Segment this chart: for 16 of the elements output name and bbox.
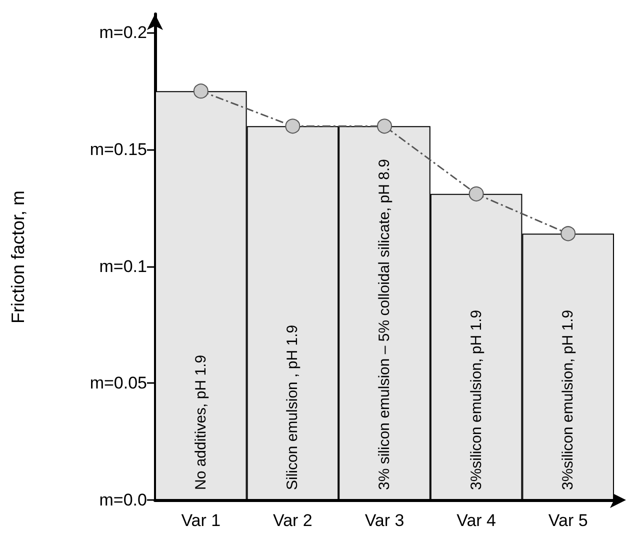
x-tick-label: Var 1 (181, 511, 221, 530)
annotation: 3%silicon emulsion, pH 1.9 (560, 310, 577, 490)
y-axis-title: Friction factor, m (8, 190, 28, 324)
y-tick-label: m=0.15 (90, 140, 147, 160)
y-tick-label: m=0.05 (90, 374, 147, 393)
x-tick-label: Var 2 (273, 511, 312, 530)
x-tick-label: Var 5 (548, 511, 588, 530)
x-tick-label: Var 4 (456, 511, 496, 530)
y-tick-label: m=0.2 (99, 23, 147, 42)
annotation: Silicon emulsion , pH 1.9 (284, 324, 302, 490)
y-tick-label: m=0.0 (99, 490, 147, 510)
annotation: 3%silicon emulsion, pH 1.9 (468, 310, 485, 490)
x-tick-label: Var 3 (364, 511, 404, 530)
annotation: No additives, pH 1.9 (192, 354, 210, 490)
y-tick-label: m=0.1 (99, 256, 147, 276)
annotation: 3% silicon emulsion – 5% colloidal silicate, pH 8.9 (376, 159, 393, 490)
